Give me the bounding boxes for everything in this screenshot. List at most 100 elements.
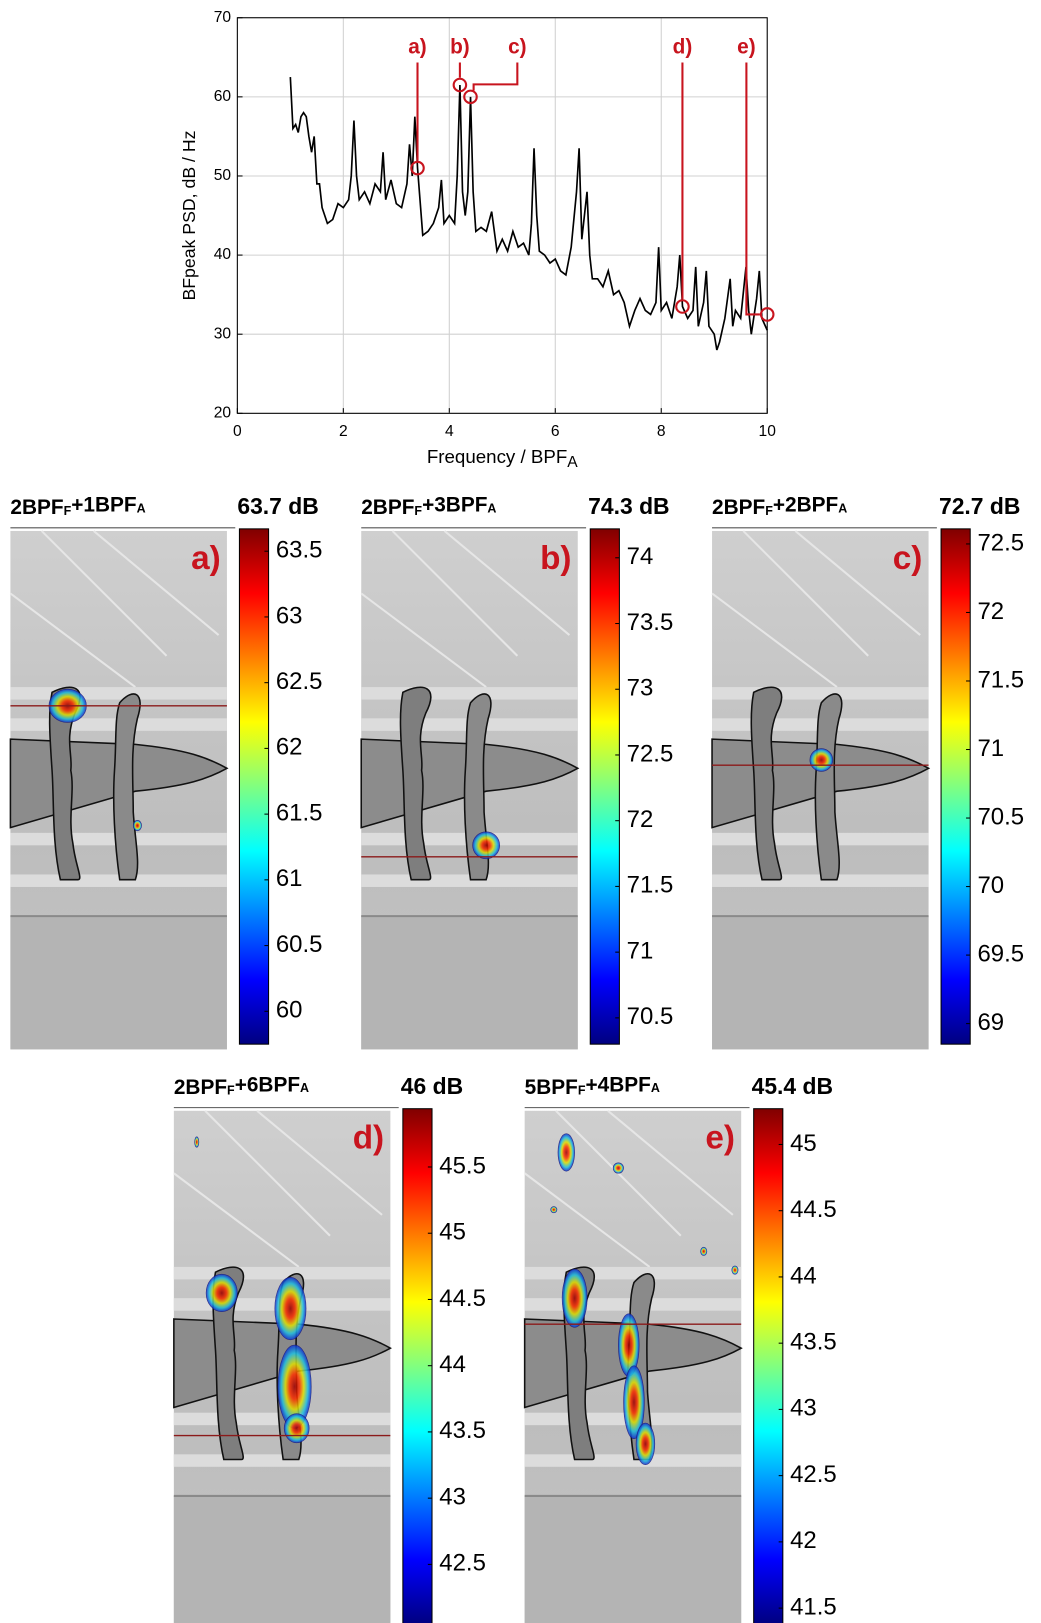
structure-line (9, 592, 136, 688)
colorbar-tick-label: 73 (627, 675, 654, 702)
subscript: A (300, 1081, 309, 1095)
floor (524, 1495, 742, 1623)
colorbar-tick-label: 45.5 (439, 1152, 486, 1179)
structure-line (391, 530, 519, 657)
source-hotspot (700, 1246, 708, 1256)
source-hotspot (472, 831, 500, 860)
panel-max: 74.3 dB (588, 493, 669, 519)
annotation-label: d) (673, 35, 693, 58)
colorbar-tick-label: 62.5 (276, 668, 323, 695)
subscript: A (651, 1081, 660, 1095)
structure-band (712, 687, 929, 700)
structure-line (711, 592, 838, 688)
colorbar-tick-label: 61 (276, 865, 303, 892)
text-part: +2BPF (773, 493, 838, 516)
colorbar-tick-label: 41.5 (790, 1593, 837, 1620)
colorbar-tick-label: 72 (977, 598, 1004, 625)
panel-title: 2BPFF+3BPFA (361, 493, 496, 518)
rear-blade (112, 693, 141, 881)
y-tick-label: 50 (214, 167, 232, 184)
colorbar (589, 528, 620, 1045)
text-part: 2BPF (361, 496, 414, 519)
x-tick-label: 2 (339, 423, 348, 440)
colorbar-tick-label: 43.5 (439, 1417, 486, 1444)
subscript: F (227, 1084, 235, 1098)
source-hotspot (612, 1162, 624, 1174)
plot-frame (236, 17, 768, 414)
source-hotspot (809, 748, 834, 772)
colorbar (238, 528, 270, 1045)
colorbar-tick-label: 74 (627, 543, 654, 570)
x-tick-label: 8 (657, 423, 666, 440)
y-axis-label: BFpeak PSD, dB / Hz (179, 130, 199, 300)
text-part: Frequency / BPF (427, 446, 567, 467)
colorbar-tick-label: 72 (627, 806, 654, 833)
subscript: A (567, 454, 578, 471)
map-panel: c) (711, 530, 931, 1050)
x-tick-label: 6 (551, 423, 560, 440)
text-part: +3BPF (422, 493, 487, 516)
colorbar-tick-label: 72.5 (627, 740, 674, 767)
source-hotspot (623, 1365, 645, 1440)
colorbar-tick-label: 62 (276, 734, 303, 761)
colorbar-tick-label: 73.5 (627, 609, 674, 636)
colorbar-tick-label: 71 (977, 735, 1004, 762)
subscript: A (137, 502, 146, 516)
colorbar (753, 1108, 784, 1623)
structure-line (524, 1172, 651, 1268)
colorbar-tick-label: 44.5 (439, 1285, 486, 1312)
panel-label: a) (191, 540, 221, 577)
floor (361, 916, 578, 1050)
colorbar (402, 1108, 433, 1623)
annotation-marker (452, 77, 468, 93)
panel-max: 46 dB (401, 1073, 463, 1099)
annotation-label: a) (408, 35, 427, 58)
y-tick-label: 70 (214, 9, 232, 26)
panel-max: 63.7 dB (237, 493, 318, 519)
colorbar-tick-label: 42.5 (790, 1461, 837, 1488)
y-tick-label: 40 (214, 246, 232, 263)
colorbar-tick-label: 44 (790, 1262, 817, 1289)
annotation-label: b) (450, 35, 470, 58)
map-panel: d) (173, 1109, 392, 1623)
source-hotspot (561, 1268, 588, 1328)
structure-line (360, 592, 487, 688)
colorbar-tick-label: 71.5 (977, 666, 1024, 693)
colorbar-tick-label: 60.5 (276, 931, 323, 958)
x-tick-label: 10 (759, 423, 777, 440)
colorbar-tick-label: 70.5 (627, 1003, 674, 1030)
colorbar-tick-label: 63 (276, 602, 303, 629)
source-hotspot (194, 1136, 200, 1148)
psd-line (289, 77, 768, 351)
leader-line (745, 62, 760, 316)
source-hotspot (205, 1273, 238, 1313)
colorbar-tick-label: 72.5 (977, 529, 1024, 556)
structure-line (256, 1109, 383, 1216)
panel-label: d) (353, 1120, 384, 1157)
front-blade (212, 1266, 245, 1461)
panel-label: b) (540, 540, 571, 577)
source-hotspot (731, 1265, 739, 1275)
subscript: F (578, 1084, 586, 1098)
panel-label: e) (705, 1120, 735, 1157)
front-blade (399, 686, 432, 881)
y-tick-label: 30 (214, 325, 232, 342)
colorbar-tick-label: 42 (790, 1527, 817, 1554)
colorbar-tick-label: 69 (977, 1009, 1004, 1036)
floor (10, 916, 227, 1050)
annotation-marker (463, 89, 478, 105)
source-hotspot (550, 1206, 558, 1214)
colorbar-tick-label: 63.5 (276, 537, 323, 564)
annotation-marker (410, 160, 425, 176)
subscript: F (765, 504, 773, 518)
colorbar-tick-label: 43 (439, 1483, 466, 1510)
source-hotspot (635, 1422, 656, 1466)
source-hotspot (283, 1413, 310, 1444)
structure-band (524, 1266, 742, 1280)
colorbar-tick-label: 45 (439, 1219, 466, 1246)
structure-band (10, 687, 227, 700)
colorbar-tick-label: 61.5 (276, 799, 323, 826)
colorbar-tick-label: 45 (790, 1130, 817, 1157)
text-part: +1BPF (71, 493, 136, 516)
text-part: 2BPF (10, 496, 63, 519)
